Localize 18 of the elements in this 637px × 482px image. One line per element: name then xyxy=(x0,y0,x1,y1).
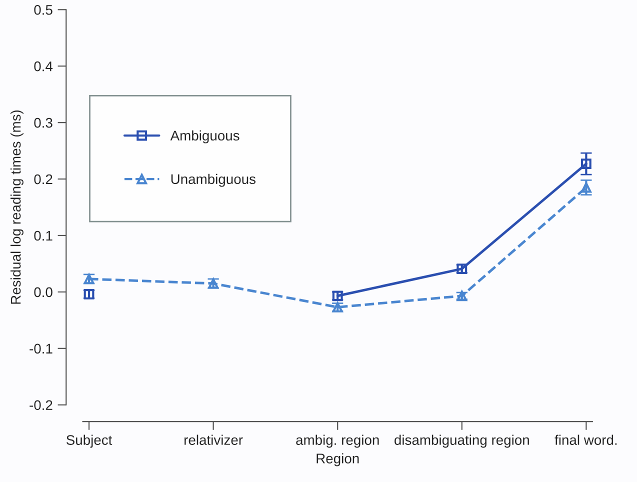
y-tick-label: 0.2 xyxy=(34,174,52,184)
x-axis-title: Region xyxy=(316,453,359,466)
point xyxy=(580,182,592,193)
y-tick-label: 0.4 xyxy=(34,61,53,72)
y-tick-label: 0.0 xyxy=(34,287,52,298)
x-tick-label: final word. xyxy=(554,434,617,445)
x-tick-label: disambiguating region xyxy=(394,434,529,448)
y-tick-label: -0.2 xyxy=(30,400,52,410)
y-tick-label: 0.3 xyxy=(34,118,52,128)
x-tick-label: Subject xyxy=(66,434,112,448)
x-tick-label: ambig. region xyxy=(296,434,379,448)
y-tick-label: -0.1 xyxy=(30,344,52,354)
y-axis-title: Residual log reading times (ms) xyxy=(10,110,24,304)
legend-label: Unambiguous xyxy=(171,174,256,187)
x-tick-label: relativizer xyxy=(184,434,243,445)
y-tick-label: 0.5 xyxy=(34,4,52,15)
y-tick-label: 0.1 xyxy=(34,230,52,241)
legend-label: Ambiguous xyxy=(170,130,240,144)
